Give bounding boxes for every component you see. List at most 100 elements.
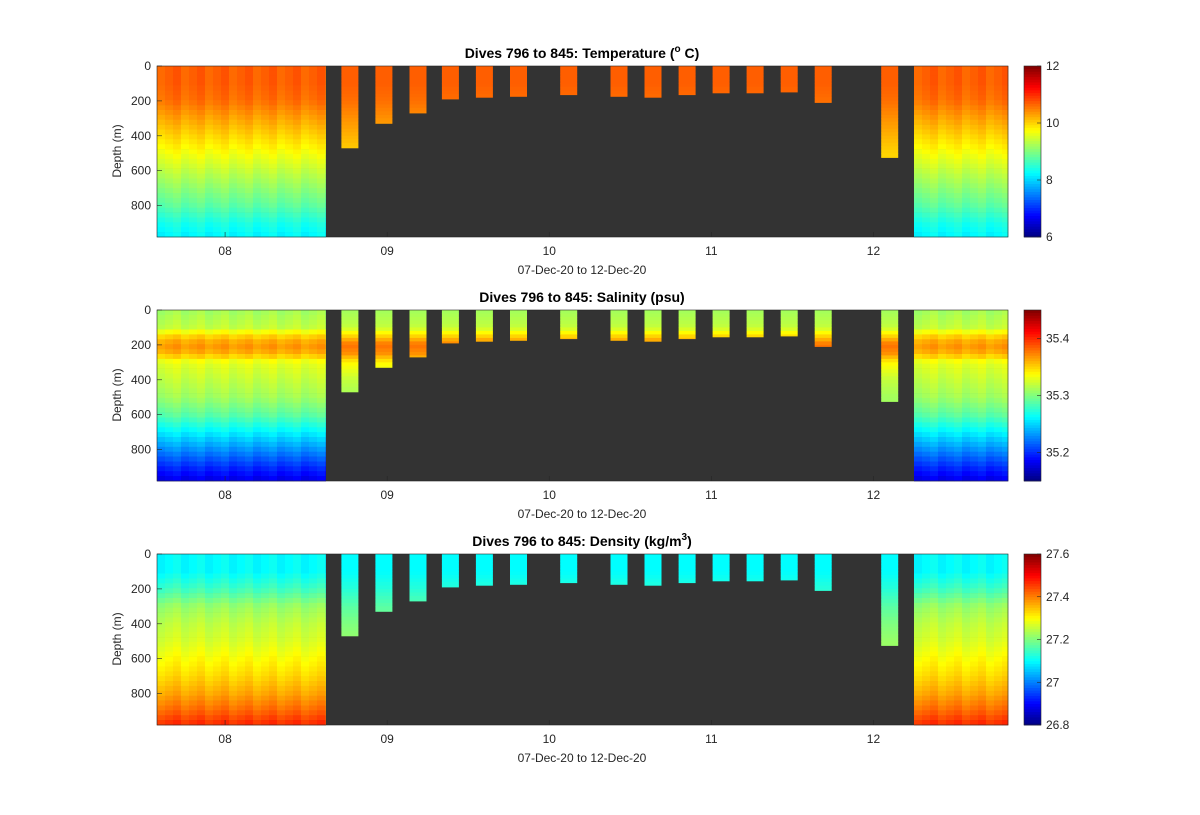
temperature-cell: [970, 66, 979, 72]
density-cell: [189, 710, 198, 716]
temperature-cell: [962, 105, 971, 111]
salinity-cell: [930, 310, 939, 316]
temperature-cell: [237, 188, 246, 194]
salinity-cell: [962, 466, 971, 472]
salinity-cell: [253, 310, 262, 316]
salinity-cell: [922, 412, 931, 418]
salinity-title: Dives 796 to 845: Salinity (psu): [479, 289, 684, 305]
salinity-y-tick-label: 400: [131, 373, 151, 387]
density-cell: [189, 695, 198, 701]
salinity-cell: [930, 373, 939, 379]
temperature-cell: [229, 75, 238, 81]
salinity-cell: [325, 339, 326, 345]
density-cell: [986, 627, 995, 633]
density-cell: [325, 666, 326, 672]
density-cell: [205, 666, 214, 672]
salinity-cell: [245, 417, 254, 423]
salinity-cell: [914, 329, 923, 335]
temperature-cell: [946, 212, 955, 218]
salinity-cell: [269, 402, 278, 408]
temperature-cell: [914, 193, 923, 199]
density-cell: [285, 622, 294, 628]
temperature-cell: [237, 163, 246, 169]
salinity-cell: [994, 363, 1003, 369]
density-cell: [189, 573, 198, 579]
density-cell: [189, 607, 198, 613]
salinity-cell: [221, 417, 230, 423]
salinity-dive-bar-cell: [409, 324, 427, 328]
salinity-cell: [237, 446, 246, 452]
density-colorbar-step: [1024, 594, 1041, 598]
salinity-cell: [189, 354, 198, 360]
salinity-cell: [914, 422, 923, 428]
temperature-cell: [978, 134, 987, 140]
density-cell: [277, 563, 286, 569]
salinity-cell: [165, 432, 174, 438]
temperature-dive-bar-cell: [644, 69, 662, 74]
temperature-cell: [285, 168, 294, 174]
density-dive-bar-cell: [510, 578, 527, 583]
temperature-cell: [197, 85, 206, 91]
salinity-cell: [946, 402, 955, 408]
salinity-cell: [922, 451, 931, 457]
salinity-cell: [245, 349, 254, 355]
density-cell: [309, 617, 318, 623]
density-colorbar-step: [1024, 684, 1041, 688]
density-cell: [213, 676, 222, 682]
salinity-cell: [301, 363, 310, 369]
density-cell: [978, 695, 987, 701]
density-cell: [165, 690, 174, 696]
salinity-plot-area: [156, 309, 1009, 482]
salinity-cell: [317, 363, 326, 369]
salinity-cell: [325, 397, 326, 404]
temperature-cell: [205, 70, 214, 77]
temperature-cell: [229, 70, 238, 77]
salinity-cell: [173, 378, 182, 384]
salinity-cell: [245, 388, 254, 394]
temperature-cell: [930, 66, 939, 72]
salinity-cell: [978, 397, 987, 404]
temperature-cell: [221, 183, 230, 189]
salinity-cell: [978, 344, 987, 350]
density-dive-bar-cell: [678, 568, 696, 572]
temperature-cell: [165, 105, 174, 111]
density-cell: [309, 710, 318, 716]
density-cell: [205, 607, 214, 613]
salinity-cell: [165, 397, 174, 404]
density-cell: [930, 690, 939, 696]
salinity-cell: [205, 446, 214, 452]
temperature-cell: [994, 158, 1003, 164]
temperature-cell: [970, 212, 979, 218]
density-cell: [962, 622, 971, 628]
temperature-x-tick-label: 08: [218, 244, 232, 258]
salinity-cell: [317, 310, 326, 316]
density-cell: [962, 676, 971, 682]
temperature-cell: [157, 149, 166, 155]
temperature-cell: [301, 158, 310, 164]
density-cell: [269, 607, 278, 613]
temperature-cell: [293, 222, 302, 228]
density-dive-bar-cell: [560, 568, 578, 572]
temperature-cell: [1002, 139, 1009, 145]
salinity-cell: [317, 461, 326, 467]
density-cell: [197, 612, 206, 618]
temperature-cell: [221, 193, 230, 199]
temperature-cell: [285, 105, 294, 111]
salinity-colorbar: 35.435.335.2: [1023, 309, 1070, 482]
temperature-cell: [301, 75, 310, 81]
salinity-dive-bar-cell: [814, 324, 832, 328]
density-x-tick-label: 08: [218, 732, 232, 746]
density-cell: [269, 695, 278, 701]
density-cell: [317, 593, 326, 599]
temperature-cell: [189, 163, 198, 169]
density-cell: [165, 598, 174, 604]
temperature-cell: [954, 110, 963, 116]
density-cell: [309, 681, 318, 687]
temperature-cell: [237, 212, 246, 218]
salinity-cell: [994, 310, 1003, 316]
density-dive-bar-cell: [644, 581, 662, 586]
density-cell: [954, 705, 963, 711]
temperature-cell: [970, 227, 979, 233]
salinity-cell: [245, 456, 254, 462]
temperature-dive-bar-cell: [814, 76, 832, 81]
